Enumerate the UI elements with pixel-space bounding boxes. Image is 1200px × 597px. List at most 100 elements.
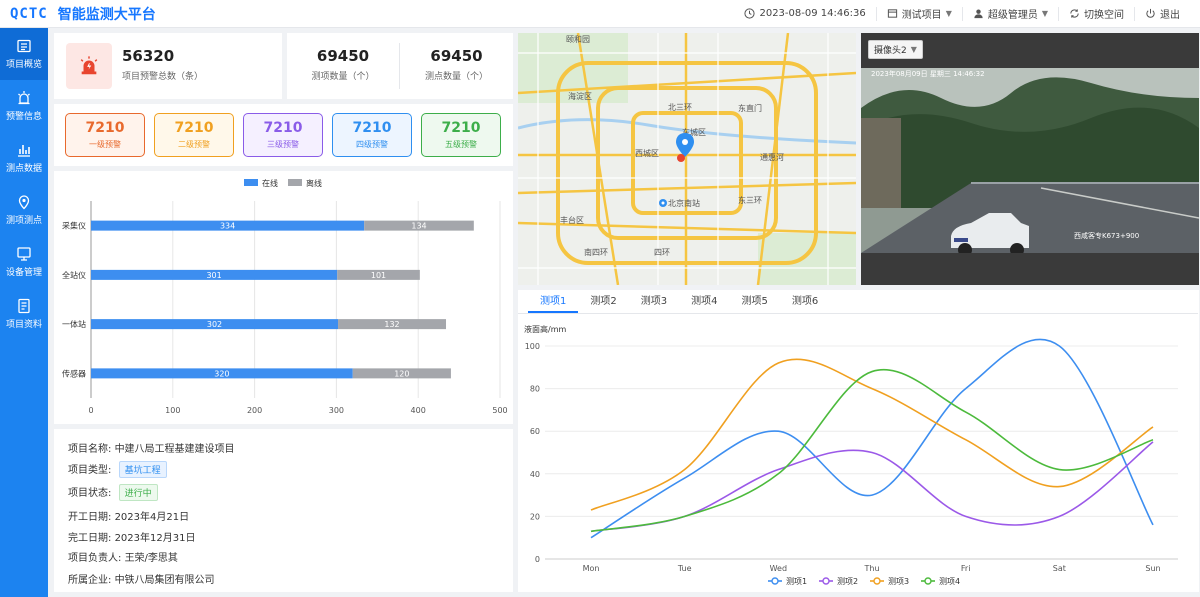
app-logo[interactable]: QCTC 智能监测大平台	[0, 4, 156, 24]
y-tick-label: 80	[530, 385, 540, 394]
alarm-icon	[18, 91, 30, 105]
bar-online[interactable]	[91, 368, 353, 379]
city-map[interactable]: 颐和园 海淀区 北三环 东城区 西城区 东直门 通惠河 北京南站 丰台区 南四环…	[518, 33, 856, 285]
trend-chart-card: 测项1 测项2 测项3 测项4 测项5 测项6 液面高/mm 0 20 40 60 80 1…	[518, 290, 1199, 592]
power-icon	[1146, 8, 1155, 18]
bar-online[interactable]	[91, 220, 365, 231]
user-menu-label: 超级管理员	[987, 10, 1038, 21]
camera-select[interactable]: 摄像头2 ▼	[868, 40, 923, 59]
bar-offline[interactable]	[364, 220, 474, 231]
camera-feed[interactable]: 2023年08月09日 星期三 14:46:32 西咸客专K673+900	[861, 68, 1199, 253]
bar-value-label: 120	[394, 369, 409, 378]
project-name-row: 项目名称: 中建八局工程基建建设项目	[68, 440, 235, 455]
x-tick-label: Thu	[863, 564, 879, 573]
alarm-level-2[interactable]: 7210 二级预警	[154, 113, 234, 157]
y-tick-label: 20	[530, 512, 540, 521]
dashboard-icon	[17, 39, 31, 53]
map-label: 通惠河	[760, 152, 784, 162]
sidebar-item-overview[interactable]: 项目概览	[0, 28, 48, 80]
legend-marker	[822, 577, 830, 585]
camera-select-value: 摄像头2	[874, 46, 907, 56]
legend-marker	[924, 577, 932, 585]
bar-offline[interactable]	[338, 319, 447, 330]
sidebar-item-devices[interactable]: 设备管理	[0, 236, 48, 288]
legend-label: 测项4	[939, 577, 960, 586]
bar-online[interactable]	[91, 319, 339, 330]
sidebar-item-label: 设备管理	[5, 268, 42, 278]
project-type-tag: 基坑工程	[118, 461, 167, 478]
map-panel[interactable]: 颐和园 海淀区 北三环 东城区 西城区 东直门 通惠河 北京南站 丰台区 南四环…	[518, 33, 856, 285]
sidebar-item-label: 测点数据	[5, 164, 42, 174]
bar-offline[interactable]	[337, 269, 420, 280]
series-line-3	[590, 358, 1154, 511]
x-tick-label: 200	[247, 406, 262, 415]
logo-mark: QCTC	[10, 5, 48, 22]
clock-icon	[744, 8, 756, 19]
legend-marker	[873, 577, 881, 585]
x-tick-label: Fri	[961, 564, 971, 573]
project-end-value: 2023年12月31日	[114, 533, 196, 544]
x-tick-label: 300	[329, 406, 344, 415]
x-tick-label: 500	[492, 406, 507, 415]
map-pin-icon[interactable]	[676, 133, 694, 162]
bar-online[interactable]	[91, 269, 338, 280]
project-name-value: 中建八局工程基建建设项目	[114, 444, 235, 455]
project-icon	[887, 9, 897, 18]
device-status-chart: 在线 离线 0 100 200 300 400 500 采集仪 334 134 全站仪 301 101 一体…	[62, 178, 508, 415]
tab-item-3[interactable]: 测项3	[640, 296, 668, 307]
sidebar-item-label: 测项测点	[5, 216, 42, 226]
bar-offline[interactable]	[352, 368, 451, 379]
sidebar: 项目概览 预警信息 测点数据 测项测点 设备管理 项目资料	[0, 28, 48, 597]
alarm-levels-card: 7210 一级预警 7210 二级预警 7210 三级预警 7210 四级预警 7210 五级预警	[54, 104, 513, 166]
project-manager-label: 项目负责人:	[68, 553, 122, 564]
legend-label: 在线	[262, 178, 278, 188]
alarm-level-5[interactable]: 7210 五级预警	[421, 113, 501, 157]
sidebar-item-point-data[interactable]: 测点数据	[0, 132, 48, 184]
warning-total-card: 56320 项目预警总数（条）	[54, 33, 282, 99]
x-tick-label: Sun	[1145, 564, 1160, 573]
project-start-value: 2023年4月21日	[114, 512, 190, 523]
alarm-level-value: 7210	[441, 120, 481, 136]
y-tick-label: 一体站	[62, 319, 86, 329]
switch-space-button[interactable]: 切换空间	[1058, 6, 1134, 21]
project-info-card: 项目名称: 中建八局工程基建建设项目 项目类型: 基坑工程 项目状态: 进行中 …	[54, 429, 513, 592]
alarm-level-4[interactable]: 7210 四级预警	[332, 113, 412, 157]
alarm-level-3[interactable]: 7210 三级预警	[243, 113, 323, 157]
bar-value-label: 134	[411, 222, 426, 231]
camera-panel: 2023年08月09日 星期三 14:46:32 西咸客专K673+900 摄像…	[861, 33, 1199, 285]
map-label: 东三环	[738, 195, 762, 205]
alarm-level-label: 五级预警	[445, 140, 477, 149]
project-start-label: 开工日期:	[68, 512, 112, 523]
tab-item-6[interactable]: 测项6	[791, 296, 819, 307]
sidebar-item-measure-points[interactable]: 测项测点	[0, 184, 48, 236]
series-line-2	[590, 441, 1154, 533]
legend-swatch	[244, 179, 258, 186]
station-pin-icon	[659, 199, 667, 207]
tab-item-4[interactable]: 测项4	[691, 296, 718, 307]
legend-marker	[771, 577, 779, 585]
sidebar-item-alarms[interactable]: 预警信息	[0, 80, 48, 132]
tab-item-2[interactable]: 测项2	[590, 296, 617, 307]
x-tick-label: 400	[411, 406, 426, 415]
alarm-level-value: 7210	[263, 120, 303, 136]
legend-label: 离线	[306, 178, 322, 188]
project-menu[interactable]: 测试项目 ▼	[875, 6, 962, 21]
tab-item-1[interactable]: 测项1	[528, 290, 579, 313]
tab-item-5[interactable]: 测项5	[741, 296, 768, 307]
y-tick-label: 40	[530, 470, 540, 479]
user-menu[interactable]: 超级管理员 ▼	[961, 6, 1058, 21]
location-icon	[18, 195, 30, 210]
sidebar-item-documents[interactable]: 项目资料	[0, 288, 48, 340]
alarm-level-1[interactable]: 7210 一级预警	[65, 113, 145, 157]
sidebar-item-label: 预警信息	[5, 112, 42, 122]
document-icon	[18, 298, 30, 314]
logout-button[interactable]: 退出	[1134, 6, 1190, 21]
y-tick-label: 传感器	[62, 368, 86, 378]
project-status-label: 项目状态:	[68, 488, 112, 499]
bar-chart-icon	[18, 145, 30, 157]
legend-label: 测项2	[837, 577, 858, 586]
x-tick-label: 100	[165, 406, 180, 415]
siren-icon	[80, 56, 98, 75]
chevron-down-icon: ▼	[1041, 9, 1048, 18]
alarm-level-label: 二级预警	[178, 140, 210, 149]
